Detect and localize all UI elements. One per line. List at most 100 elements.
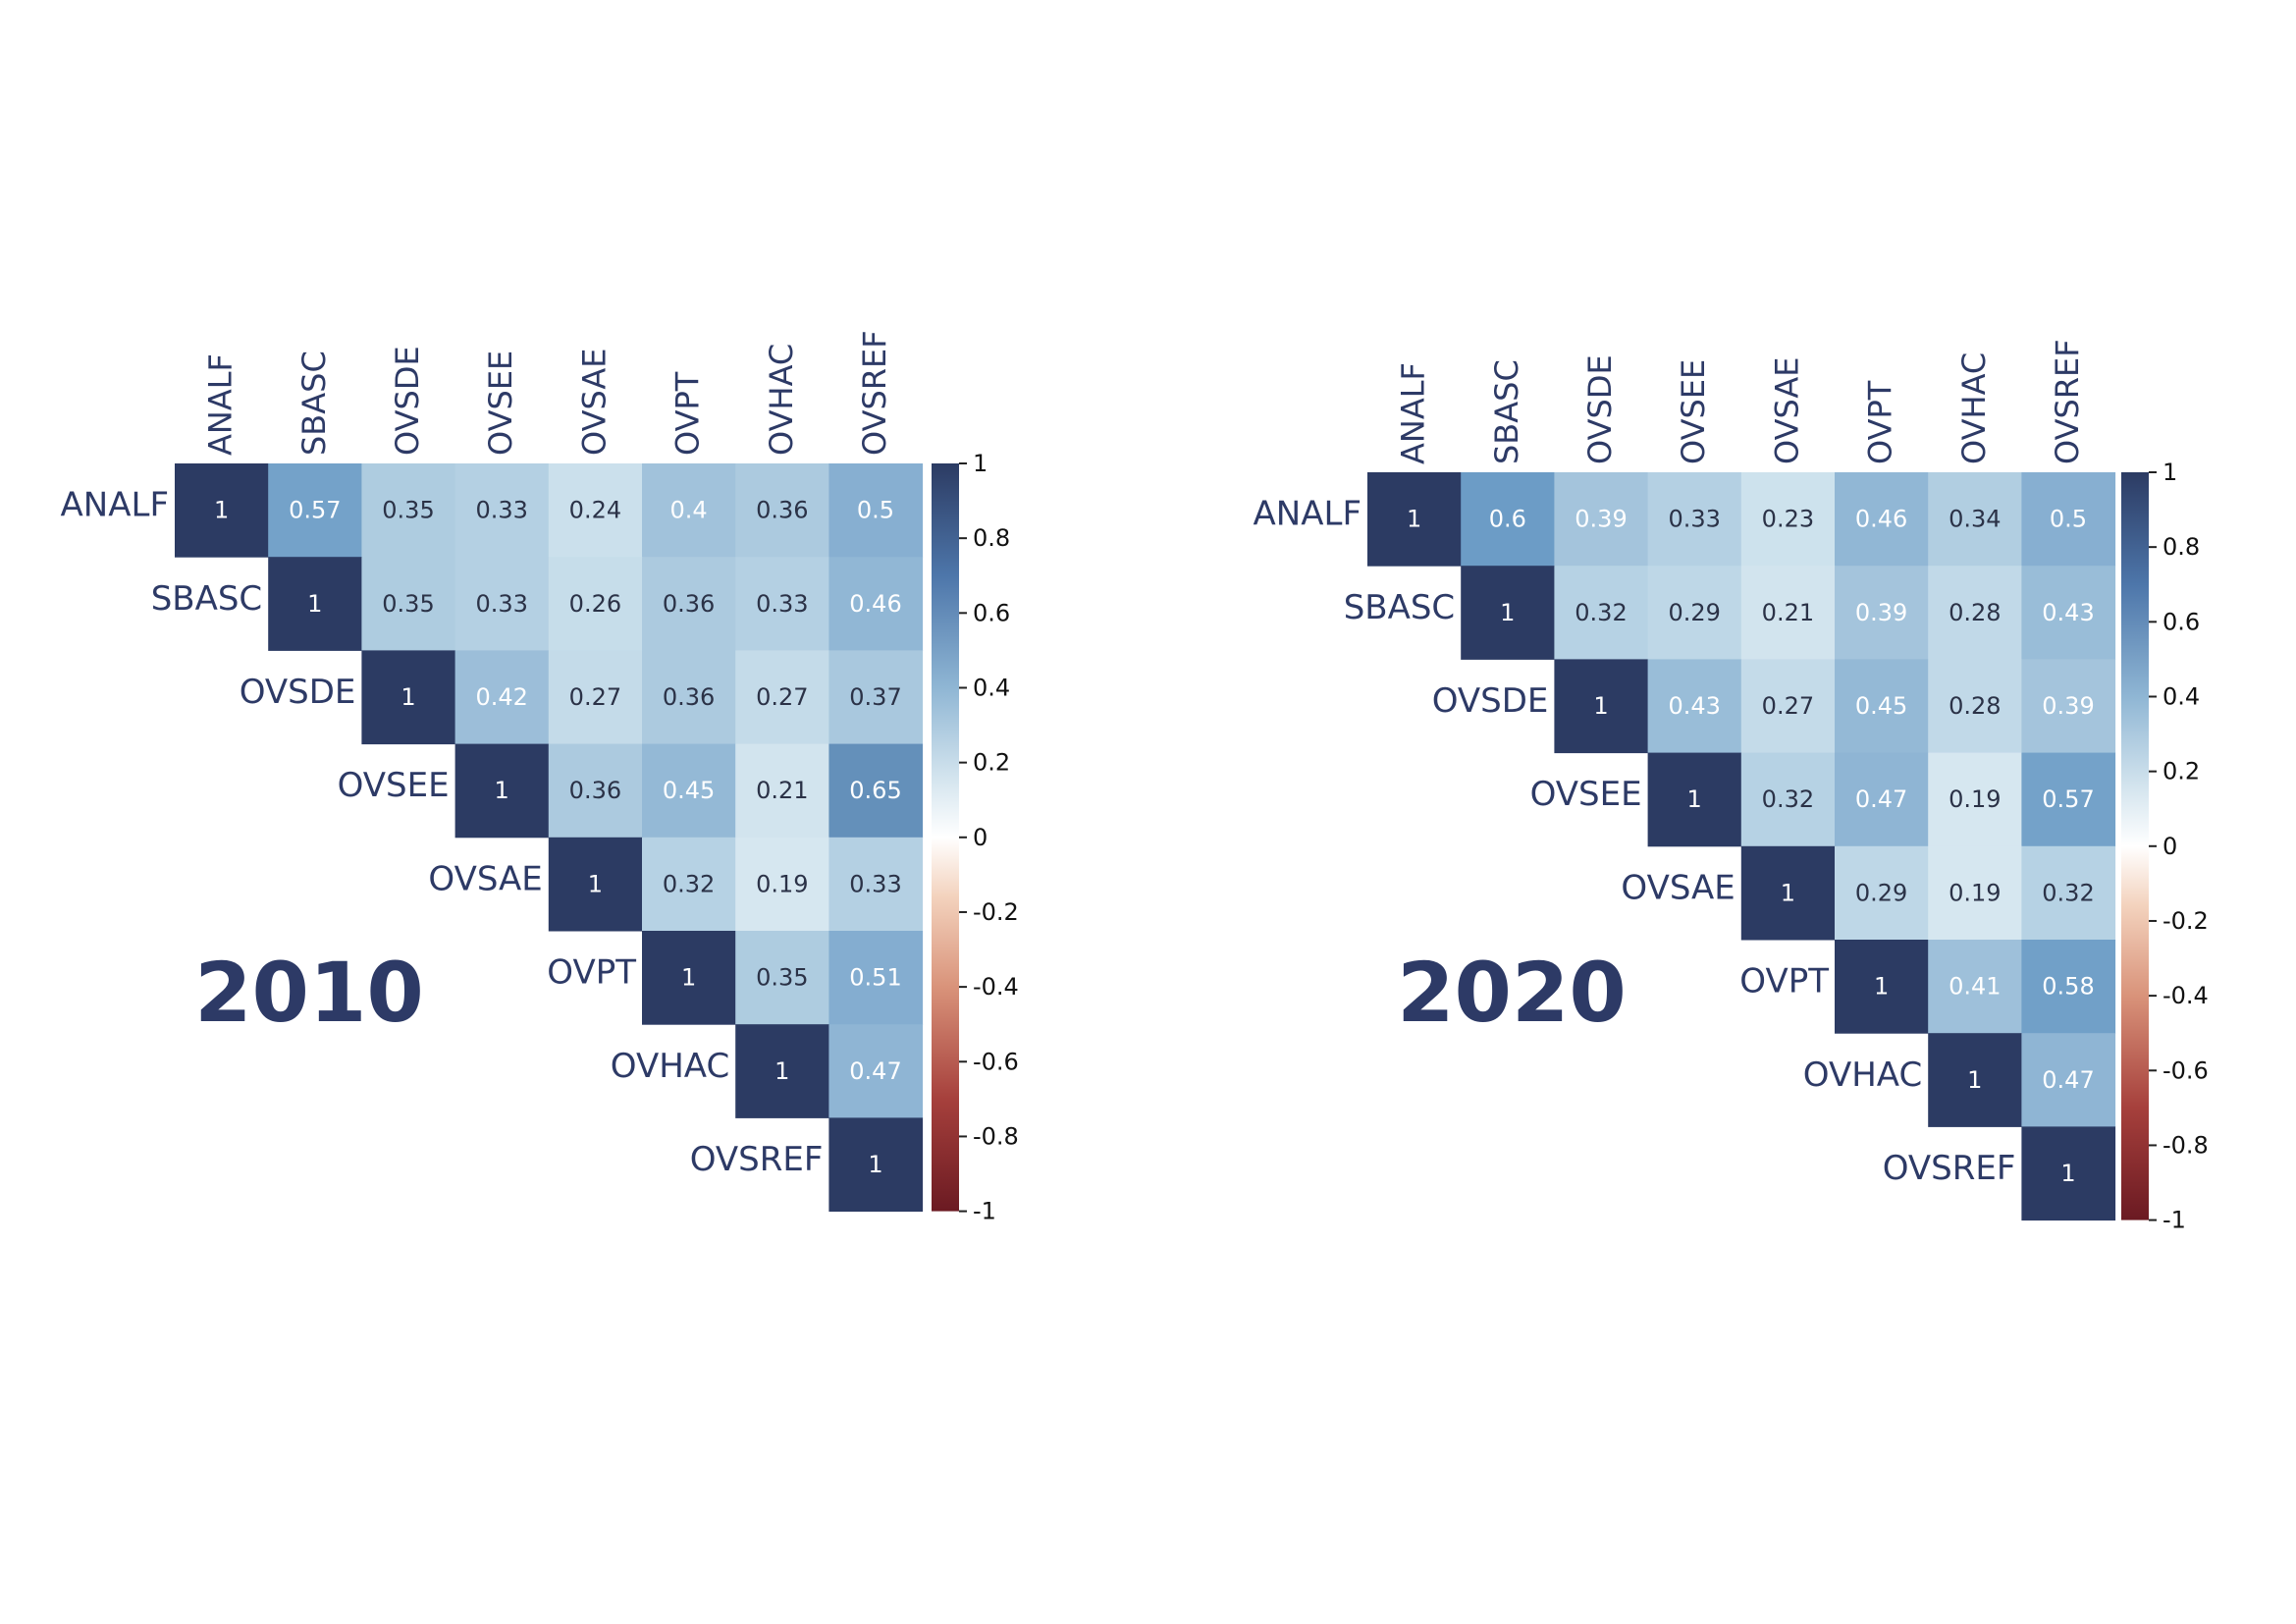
cell-value-label: 0.46 xyxy=(849,590,901,618)
heatmap-cell xyxy=(1554,472,1649,567)
heatmap-cell xyxy=(2021,940,2116,1034)
colorbar-tick-label: 1 xyxy=(973,450,988,477)
cell-value-label: 0.39 xyxy=(1855,599,1907,626)
cell-value-label: 0.28 xyxy=(1949,692,2001,720)
column-label: OVHAC xyxy=(763,344,800,456)
colorbar-tick-label: -1 xyxy=(2163,1207,2186,1234)
cell-value-label: 0.33 xyxy=(756,590,808,618)
cell-value-label: 0.43 xyxy=(2042,599,2094,626)
colorbar-tick-label: -0.2 xyxy=(973,898,1019,926)
heatmap-cell xyxy=(1554,659,1649,754)
cell-value-label: 0.51 xyxy=(849,964,901,992)
column-label: OVSAE xyxy=(1768,356,1805,464)
cell-value-label: 0.6 xyxy=(1489,506,1526,533)
heatmap-cell xyxy=(735,1024,829,1118)
heatmap-cell xyxy=(2021,1126,2116,1221)
cell-value-label: 0.37 xyxy=(849,683,901,711)
cell-value-label: 0.34 xyxy=(1949,506,2001,533)
heatmap-cell xyxy=(1647,472,1742,567)
cell-value-label: 0.45 xyxy=(1855,692,1907,720)
cell-value-label: 1 xyxy=(1500,599,1515,626)
cell-value-label: 1 xyxy=(774,1057,789,1085)
heatmap-cell xyxy=(1928,659,2022,754)
heatmap-cell xyxy=(735,557,829,651)
cell-value-label: 0.45 xyxy=(663,777,715,804)
heatmap-cell xyxy=(1928,472,2022,567)
cell-value-label: 0.19 xyxy=(756,870,808,897)
heatmap-cell xyxy=(642,931,736,1025)
heatmap-cell xyxy=(175,463,269,558)
cell-value-label: 0.24 xyxy=(569,497,621,524)
colorbar-tick-label: 0.8 xyxy=(973,524,1010,552)
cell-value-label: 1 xyxy=(1874,973,1889,1001)
heatmap-cell xyxy=(828,743,924,839)
cell-value-label: 0.42 xyxy=(475,683,527,711)
heatmap-cell xyxy=(642,743,736,839)
column-label: OVSEE xyxy=(482,351,519,456)
heatmap-cell xyxy=(1367,472,1462,567)
cell-value-label: 0.39 xyxy=(2042,692,2094,720)
colorbar-tick-label: 0.6 xyxy=(973,599,1010,626)
heatmap-cell xyxy=(828,557,924,651)
row-label: OVPT xyxy=(1739,962,1829,1001)
heatmap-cell xyxy=(828,837,924,932)
heatmap-2020: 1 0.6 0.39 0.33 0.23 0.46 0.34 0.51 0.32 0.29 0.21… xyxy=(1254,339,2209,1233)
heatmap-cell xyxy=(454,650,550,745)
colorbar-tick-label: -0.8 xyxy=(973,1122,1019,1150)
colorbar-tick-label: 0.2 xyxy=(973,749,1010,777)
colorbar-tick-label: -0.6 xyxy=(2163,1056,2209,1084)
cell-value-label: 0.57 xyxy=(2042,785,2094,813)
panel-title: 2010 xyxy=(194,945,424,1041)
cell-value-label: 0.33 xyxy=(475,590,527,618)
heatmap-cell xyxy=(1835,472,1929,567)
row-label: ANALF xyxy=(1254,495,1362,534)
cell-value-label: 0.19 xyxy=(1949,785,2001,813)
colorbar-tick-label: 0 xyxy=(2163,833,2177,860)
heatmap-cell xyxy=(828,931,924,1025)
cell-value-label: 0.32 xyxy=(1575,599,1627,626)
cell-value-label: 1 xyxy=(681,964,696,992)
heatmap-cell xyxy=(735,650,829,745)
heatmap-cell xyxy=(361,463,456,558)
row-label: OVSREF xyxy=(690,1140,824,1179)
row-label: OVHAC xyxy=(611,1047,729,1086)
heatmap-cell xyxy=(1740,566,1836,660)
column-label: OVSEE xyxy=(1675,359,1712,464)
heatmap-cell xyxy=(361,557,456,651)
heatmap-cell xyxy=(548,837,643,932)
colorbar-tick-label: 0.4 xyxy=(2163,682,2200,710)
heatmap-cell xyxy=(2021,1033,2116,1127)
column-label: OVPT xyxy=(669,371,707,456)
heatmap-cell xyxy=(1835,940,1929,1034)
cell-value-label: 0.58 xyxy=(2042,973,2094,1001)
cell-value-label: 1 xyxy=(1593,692,1608,720)
heatmap-cell xyxy=(828,1117,924,1213)
cell-value-label: 0.33 xyxy=(475,497,527,524)
column-label: OVSAE xyxy=(575,348,613,456)
heatmap-cell xyxy=(1928,940,2022,1034)
heatmap-cell xyxy=(268,463,362,558)
cell-value-label: 1 xyxy=(400,683,415,711)
cell-value-label: 0.26 xyxy=(569,590,621,618)
colorbar-tick-label: -0.2 xyxy=(2163,907,2209,935)
column-label: OVSREF xyxy=(2049,339,2086,464)
row-label: OVSEE xyxy=(1530,775,1642,814)
cell-value-label: 0.27 xyxy=(569,683,621,711)
cell-value-label: 0.35 xyxy=(382,497,434,524)
cell-value-label: 0.36 xyxy=(569,777,621,804)
colorbar-tick-label: 0 xyxy=(973,824,988,851)
cell-value-label: 0.27 xyxy=(1762,692,1814,720)
colorbar-tick-label: 0.2 xyxy=(2163,758,2200,785)
cell-value-label: 0.32 xyxy=(1762,785,1814,813)
heatmap-cell xyxy=(642,557,736,651)
row-label: ANALF xyxy=(61,486,169,525)
row-label: OVSEE xyxy=(338,766,450,805)
cell-value-label: 0.29 xyxy=(1855,879,1907,906)
column-label: SBASC xyxy=(295,351,333,456)
cell-value-label: 1 xyxy=(495,777,509,804)
cell-value-label: 1 xyxy=(588,870,603,897)
cell-value-label: 0.32 xyxy=(663,870,715,897)
heatmap-cell xyxy=(1835,566,1929,660)
cell-value-label: 1 xyxy=(1781,879,1795,906)
cell-value-label: 0.5 xyxy=(2050,506,2087,533)
